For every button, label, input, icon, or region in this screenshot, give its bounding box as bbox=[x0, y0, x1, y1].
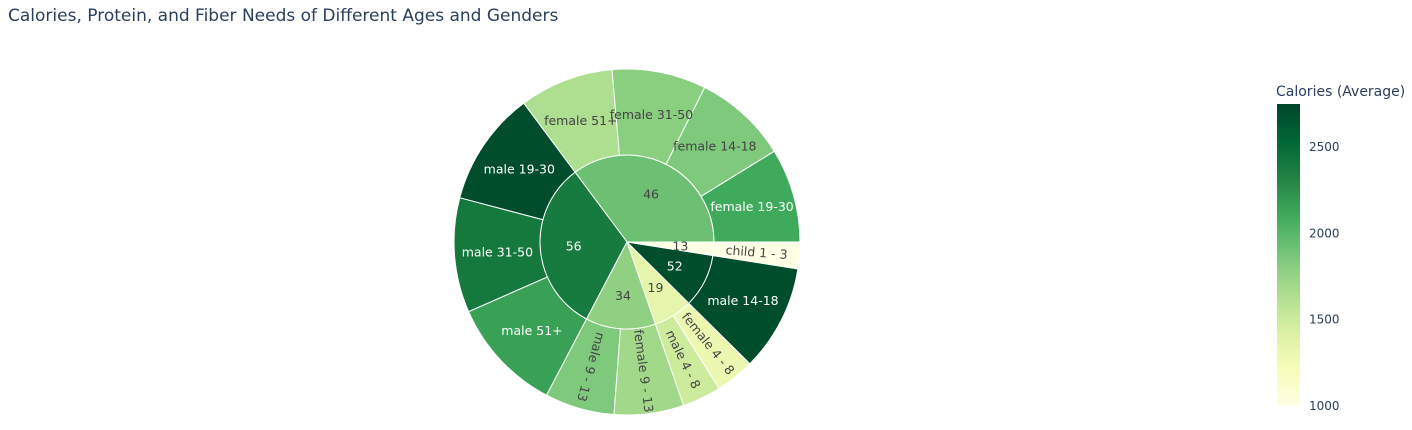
sunburst-outer-label-female-19-30: female 19-30 bbox=[710, 199, 793, 214]
sunburst-outer-label-male-19-30: male 19-30 bbox=[484, 162, 555, 177]
sunburst-outer-segment-child-1-3[interactable] bbox=[712, 241, 801, 270]
sunburst-outer-segment-male-51[interactable] bbox=[467, 276, 588, 396]
sunburst-inner-label-34: 34 bbox=[615, 288, 631, 303]
sunburst-outer-segment-female-31-50[interactable] bbox=[611, 68, 706, 165]
chart-title: Calories, Protein, and Fiber Needs of Di… bbox=[8, 6, 558, 26]
sunburst-outer-label-female-51: female 51+ bbox=[544, 113, 617, 128]
colorbar-tick-2500: 2500 bbox=[1309, 140, 1340, 154]
sunburst-outer-segment-female-4-8[interactable] bbox=[672, 302, 751, 390]
sunburst-inner-label-46: 46 bbox=[643, 187, 659, 202]
sunburst-rings: 46 female 19-30 female 14-18 female 31-50fe… bbox=[453, 68, 801, 416]
sunburst-outer-segment-female-14-18[interactable] bbox=[665, 86, 775, 198]
sunburst-outer-label-male-14-18: male 14-18 bbox=[707, 293, 778, 308]
sunburst-outer-segment-male-31-50[interactable] bbox=[453, 197, 549, 313]
sunburst-inner-label-56: 56 bbox=[566, 239, 582, 254]
colorbar-gradient bbox=[1277, 104, 1300, 406]
sunburst-outer-segment-male-14-18[interactable] bbox=[688, 254, 799, 365]
sunburst-outer-segment-male-9-13[interactable] bbox=[545, 318, 622, 416]
colorbar-title: Calories (Average) bbox=[1276, 84, 1405, 100]
colorbar-tick-1500: 1500 bbox=[1309, 313, 1340, 327]
sunburst-inner-label-19: 19 bbox=[648, 280, 664, 295]
sunburst-outer-segment-female-51[interactable] bbox=[523, 69, 620, 173]
colorbar-ticks: 1000 1500 2000 2500 bbox=[1309, 140, 1340, 413]
sunburst-outer-label-male-31-50: male 31-50 bbox=[462, 245, 533, 260]
sunburst-inner-label-13: 13 bbox=[672, 239, 688, 254]
sunburst-outer-segment-male-19-30[interactable] bbox=[459, 102, 576, 221]
sunburst-outer-segment-female-9-13[interactable] bbox=[613, 323, 685, 416]
colorbar: Calories (Average) 1000 1500 2000 2500 bbox=[1276, 84, 1405, 413]
sunburst-outer-segment-male-4-8[interactable] bbox=[654, 314, 720, 407]
sunburst-outer-label-female-31-50: female 31-50 bbox=[610, 107, 693, 122]
sunburst-inner-label-52: 52 bbox=[667, 259, 683, 274]
sunburst-outer-label-child-1-3: child 1 - 3 bbox=[725, 242, 788, 262]
sunburst-outer-label-female-14-18: female 14-18 bbox=[673, 139, 756, 154]
colorbar-tick-2000: 2000 bbox=[1309, 226, 1340, 240]
colorbar-tick-1000: 1000 bbox=[1309, 399, 1340, 413]
sunburst-outer-label-male-51: male 51+ bbox=[501, 323, 562, 338]
